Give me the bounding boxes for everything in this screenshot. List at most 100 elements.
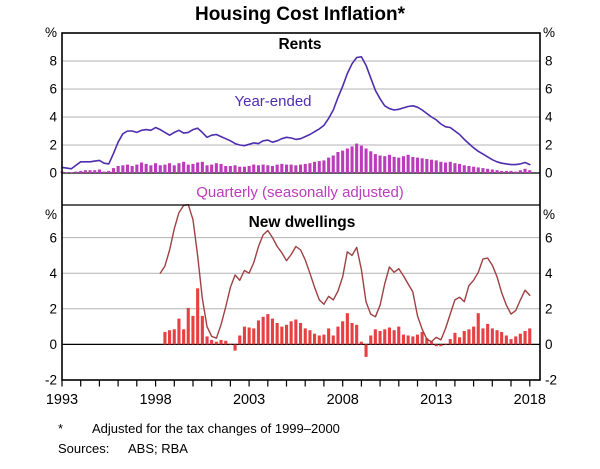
- bar: [369, 335, 373, 345]
- bar: [214, 163, 218, 173]
- bar: [168, 163, 172, 173]
- bar: [270, 166, 274, 173]
- bar: [495, 330, 499, 345]
- bar: [504, 170, 508, 173]
- bar: [205, 165, 209, 173]
- bar: [415, 334, 419, 345]
- bar: [247, 327, 251, 345]
- bar: [453, 163, 457, 173]
- bar: [140, 162, 144, 173]
- bar: [172, 329, 176, 345]
- y-axis-label-left: 6: [49, 230, 57, 245]
- bar: [373, 329, 377, 345]
- bar: [350, 323, 354, 345]
- bar: [289, 164, 293, 173]
- y-axis-label-left: 2: [49, 138, 57, 153]
- bar: [125, 164, 129, 173]
- bar: [163, 164, 167, 173]
- bar: [378, 331, 382, 345]
- bar: [383, 156, 387, 173]
- bar: [219, 339, 223, 345]
- bar: [280, 326, 284, 345]
- bar: [144, 163, 148, 173]
- y-axis-unit-left: %: [45, 25, 57, 40]
- bar: [486, 168, 490, 173]
- bar: [238, 335, 242, 345]
- bar: [523, 168, 527, 173]
- bar: [289, 321, 293, 345]
- bar: [130, 166, 134, 173]
- bar: [444, 343, 448, 345]
- bar: [177, 318, 181, 345]
- bar: [528, 328, 532, 345]
- bar: [186, 164, 190, 173]
- bar: [275, 164, 279, 173]
- bar: [486, 323, 490, 345]
- bar: [200, 315, 204, 345]
- y-axis-label-left: 6: [49, 82, 57, 97]
- bar: [275, 323, 279, 345]
- bar: [111, 168, 115, 173]
- bar: [303, 163, 307, 173]
- bar: [411, 336, 415, 345]
- bar: [355, 324, 359, 345]
- bar: [490, 169, 494, 173]
- bar: [168, 330, 172, 345]
- bar: [331, 335, 335, 345]
- bar: [242, 166, 246, 173]
- bar: [158, 165, 162, 173]
- bar: [177, 163, 181, 173]
- bar: [210, 339, 214, 345]
- bar: [420, 331, 424, 345]
- bar: [453, 332, 457, 345]
- panel-title-rents: Rents: [278, 36, 321, 53]
- bar: [462, 331, 466, 345]
- bar: [116, 166, 120, 173]
- bar: [481, 328, 485, 345]
- bar: [299, 323, 303, 345]
- x-axis-label: 2008: [327, 392, 359, 408]
- bar: [458, 337, 462, 345]
- bar: [472, 166, 476, 173]
- bar: [383, 329, 387, 345]
- bar: [518, 170, 522, 173]
- bar: [121, 165, 125, 173]
- bar: [448, 339, 452, 345]
- bar: [285, 324, 289, 345]
- chart-title: Housing Cost Inflation*: [195, 4, 406, 25]
- bar: [228, 166, 232, 173]
- bar: [83, 170, 87, 173]
- bar: [467, 329, 471, 345]
- bar: [261, 316, 265, 345]
- bar: [392, 156, 396, 173]
- bar: [528, 170, 532, 173]
- y-axis-label-right: 6: [545, 82, 553, 97]
- bar: [93, 170, 97, 173]
- bar: [313, 161, 317, 173]
- bar: [476, 313, 480, 345]
- bar: [191, 315, 195, 345]
- bar: [228, 343, 232, 345]
- bar: [74, 171, 78, 173]
- bar: [495, 170, 499, 173]
- bar: [523, 331, 527, 345]
- bar: [448, 161, 452, 173]
- y-axis-unit-left: %: [45, 207, 57, 222]
- y-axis-label-right: 0: [545, 337, 553, 352]
- bar: [308, 330, 312, 345]
- bar: [359, 341, 363, 345]
- footnote-marker: *: [58, 421, 63, 436]
- bar: [210, 164, 214, 173]
- bar: [425, 338, 429, 345]
- bar: [135, 164, 139, 173]
- bar: [107, 170, 111, 173]
- bar: [406, 154, 410, 173]
- sources-label: Sources:: [58, 441, 109, 456]
- y-axis-label-right: 2: [545, 302, 553, 317]
- bar: [294, 165, 298, 173]
- bar: [415, 157, 419, 173]
- bar: [500, 170, 504, 173]
- bar: [69, 172, 73, 173]
- bar: [79, 170, 83, 173]
